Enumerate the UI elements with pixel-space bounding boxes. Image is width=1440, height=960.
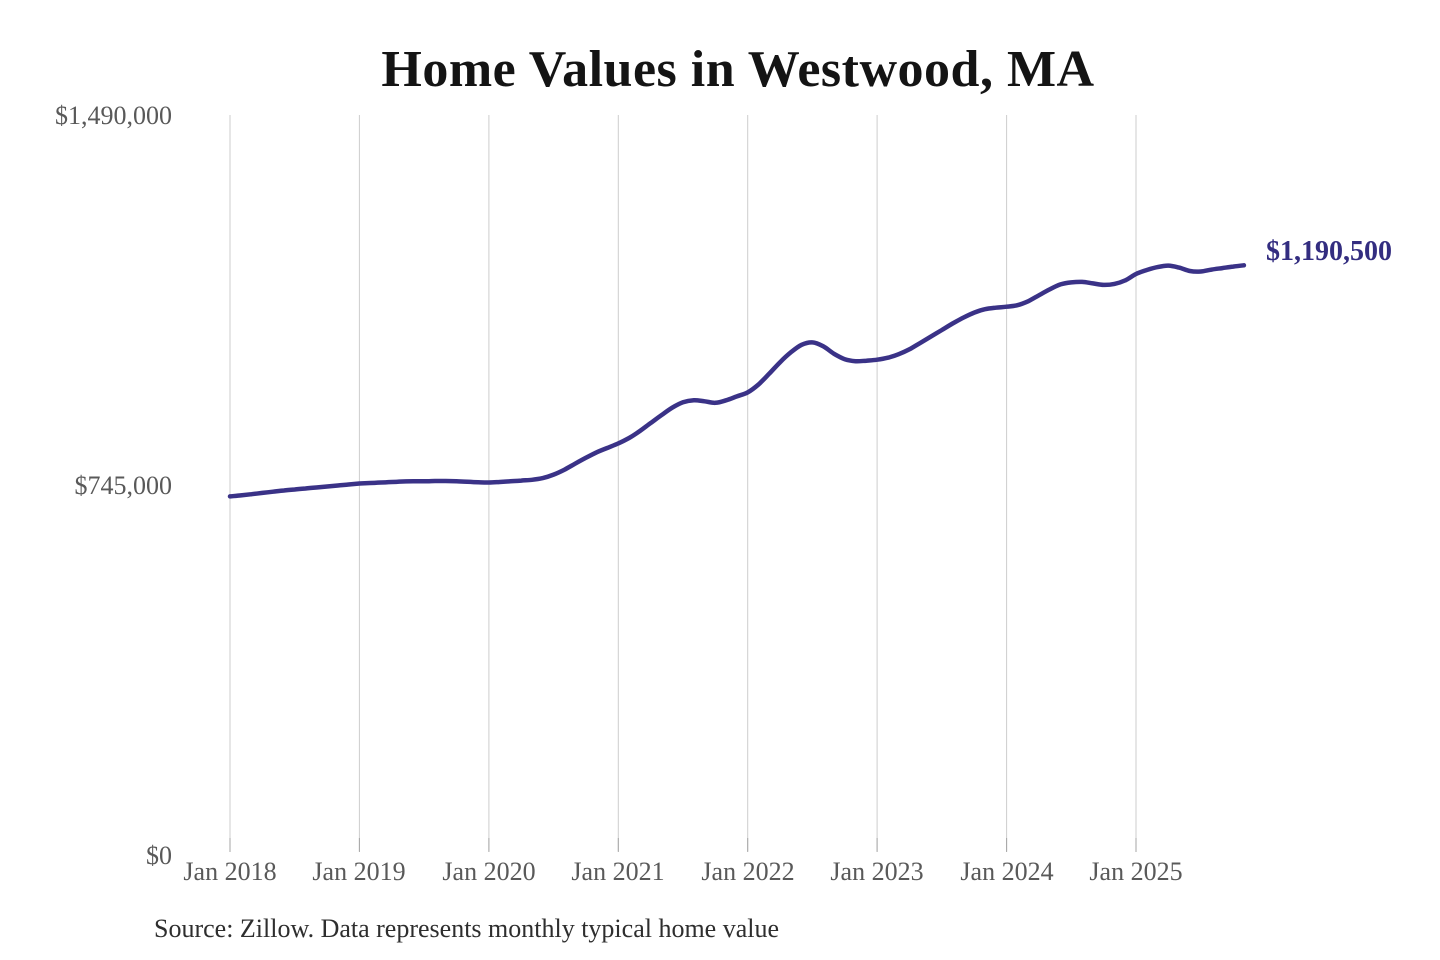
x-axis-tick-label-2020: Jan 2020 xyxy=(442,857,536,886)
latest-value-label: $1,190,500 xyxy=(1266,236,1392,267)
y-axis-tick-label-zero: $0 xyxy=(146,841,172,870)
x-axis-tick-label-2021: Jan 2021 xyxy=(571,857,665,886)
x-axis-tick-label-2022: Jan 2022 xyxy=(701,857,795,886)
y-axis-tick-label-middle: $745,000 xyxy=(74,471,173,500)
x-axis-tick-label-2019: Jan 2019 xyxy=(312,857,406,886)
home-value-line xyxy=(227,263,1247,499)
x-axis-tick-label-2023: Jan 2023 xyxy=(830,857,924,886)
x-axis-tick-label-2018: Jan 2018 xyxy=(183,857,277,886)
x-axis-tick-label-2025: Jan 2025 xyxy=(1089,857,1183,886)
x-axis-tick-label-2024: Jan 2024 xyxy=(960,857,1054,886)
y-axis-tick-label-top: $1,490,000 xyxy=(55,101,172,130)
source-note: Source: Zillow. Data represents monthly … xyxy=(154,914,780,943)
chart-title: Home Values in Westwood, MA xyxy=(381,41,1095,98)
